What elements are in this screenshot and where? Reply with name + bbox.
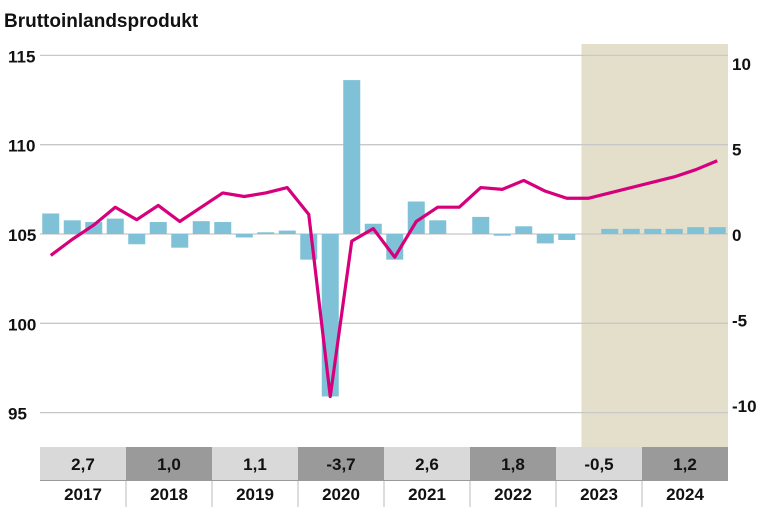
year-label: 2020 [322,485,360,504]
annual-value-cell [642,447,728,480]
bar [622,228,640,234]
bar [321,234,339,397]
bar [42,213,60,234]
left-tick-label: 95 [8,405,27,424]
bar [171,234,189,248]
bar [687,227,705,234]
left-tick-label: 115 [8,47,35,66]
bar [235,234,253,238]
year-label: 2022 [494,485,532,504]
left-tick-label: 105 [8,226,36,245]
bar [257,232,275,234]
year-label: 2023 [580,485,618,504]
bar [149,222,167,234]
annual-value: 2,7 [71,455,95,474]
bar [192,221,210,234]
bar [343,80,361,234]
year-label: 2021 [408,485,446,504]
bar [665,228,683,234]
annual-value-cell [298,447,384,480]
left-tick-label: 100 [8,315,36,334]
bar [515,226,533,234]
bar [429,220,447,234]
chart-title: Bruttoinlandsprodukt [4,11,199,32]
annual-value: -3,7 [326,455,355,474]
bar [128,234,146,245]
year-label: 2018 [150,485,188,504]
annual-value: 2,6 [415,455,439,474]
year-label: 2019 [236,485,274,504]
annual-value-cell [384,447,470,480]
right-tick-label: 10 [732,55,751,74]
forecast-area [581,44,728,447]
bar [601,228,619,234]
bar [214,222,232,234]
bar [644,228,662,234]
right-tick-label: -10 [732,397,757,416]
bar [85,222,103,234]
year-label: 2017 [64,485,102,504]
year-label: 2024 [666,485,704,504]
bar [708,227,726,234]
bar-series [42,80,726,397]
left-tick-label: 110 [8,137,35,156]
right-tick-label: 0 [732,226,741,245]
annual-value-cell [212,447,298,480]
left-axis: 115 110 105 100 95 [8,47,36,423]
right-axis: 10 5 0 -5 -10 [732,55,757,416]
right-tick-label: 5 [732,141,741,160]
bar [472,216,490,234]
bar [106,218,124,234]
index-line [49,159,718,399]
annual-value-cell [556,447,642,480]
bar [493,234,511,236]
annual-value: 1,8 [501,455,525,474]
annual-value: 1,1 [243,455,267,474]
annual-value-cell [40,447,126,480]
right-tick-label: -5 [732,312,747,331]
annual-table: 2,7 2017 1,0 2018 1,1 2019 -3,7 2020 2,6 2021 1,8 2… [40,447,728,507]
bar [63,220,81,234]
bar [558,234,576,240]
annual-value: 1,0 [157,455,181,474]
annual-value: -0,5 [584,455,613,474]
bar [278,230,296,234]
bar [536,234,554,244]
annual-value-cell [126,447,212,480]
annual-value: 1,2 [673,455,697,474]
annual-value-cell [470,447,556,480]
